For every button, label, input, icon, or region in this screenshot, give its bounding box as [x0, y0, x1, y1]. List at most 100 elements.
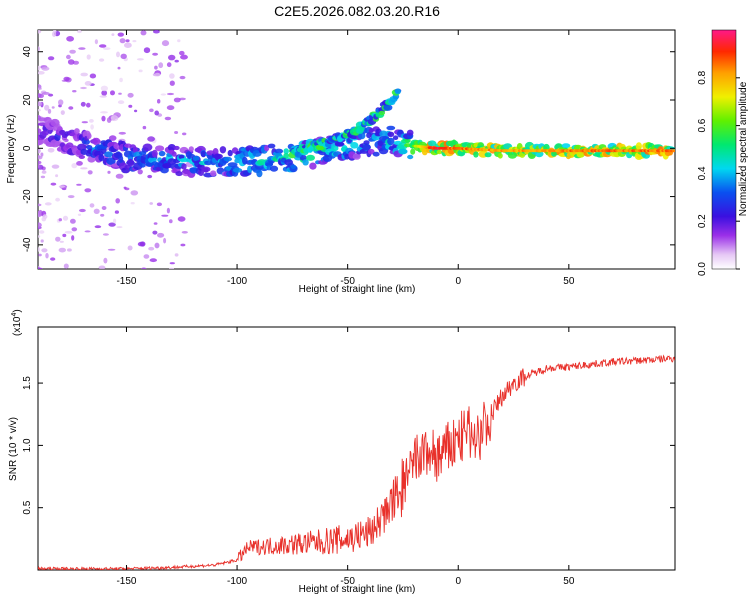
spectrogram-speckle	[87, 170, 93, 175]
spectrogram-ridge-cell	[155, 145, 165, 152]
spectrogram-speckle	[52, 31, 57, 37]
spectrogram-ridge-cell	[387, 131, 395, 137]
spectrogram-speckle	[60, 110, 65, 115]
spectrogram-speckle	[99, 95, 107, 98]
spectrogram-ridge-cell	[386, 125, 396, 131]
spectrogram-speckle	[142, 125, 147, 130]
spectrogram-marks	[38, 30, 675, 269]
spectrogram-speckle	[38, 87, 42, 90]
spectrogram-speckle	[147, 174, 153, 179]
spectrogram-ridge-cell	[142, 143, 153, 152]
spectrogram-speckle	[89, 119, 94, 123]
spectrogram-speckle	[71, 227, 78, 232]
spectrogram-ridge-cell	[137, 169, 143, 175]
spectrogram-speckle	[143, 47, 151, 54]
spectrogram-speckle	[140, 30, 147, 36]
snr-ylabel: SNR (10 * v/v)	[8, 417, 19, 481]
spectrogram-speckle	[62, 215, 69, 221]
snr-xlabel: Height of straight line (km)	[299, 584, 416, 595]
colorbar-tick-label: 0.8	[697, 70, 708, 84]
spectrogram-ridge-cell	[334, 142, 345, 147]
snr-multiplier-base: (x10	[12, 316, 23, 336]
spectrogram-speckle	[169, 219, 173, 224]
spectrogram-speckle	[157, 232, 165, 238]
snr-xtick-label: 50	[563, 576, 575, 587]
spectrogram-speckle	[166, 92, 175, 96]
spectrogram-speckle	[47, 56, 55, 61]
spectrogram-speckle	[38, 155, 43, 160]
spectrogram-speckle	[51, 106, 55, 109]
spectrogram-speckle	[86, 54, 91, 60]
spectrogram-speckle	[118, 92, 122, 95]
spectrogram-ridge-core	[671, 149, 675, 153]
spectrogram-speckle	[38, 30, 42, 34]
spectrogram-speckle	[71, 235, 75, 241]
spectrogram-speckle	[113, 218, 117, 224]
spectrogram-ylabel: Frequency (Hz)	[6, 115, 17, 184]
spectrogram-ridge-cell	[274, 148, 284, 154]
spectrogram-speckle	[147, 136, 156, 142]
spectrogram-speckle	[44, 104, 50, 111]
spectrogram-speckle	[125, 39, 130, 43]
spectrogram-speckle	[80, 167, 88, 170]
spectrogram-speckle	[153, 30, 160, 34]
spectrogram-speckle	[64, 230, 73, 234]
spectrogram-speckle	[38, 46, 40, 52]
spectrogram-speckle	[58, 247, 66, 253]
spectrogram-speckle	[174, 59, 179, 63]
spectrogram-ridge-cell	[74, 128, 80, 135]
spectrogram-speckle	[47, 148, 55, 153]
spectrogram-ridge-cell	[212, 148, 219, 156]
spectrogram-speckle	[111, 33, 115, 36]
spectrogram-speckle	[149, 202, 153, 205]
spectrogram-ridge-cell	[398, 148, 408, 155]
spectrogram-speckle	[38, 211, 42, 217]
spectrogram-ridge-cell	[104, 151, 114, 158]
spectrogram-speckle	[62, 233, 67, 238]
spectrogram-speckle	[67, 195, 75, 199]
spectrogram-ridge-cell	[306, 154, 315, 161]
spectrogram-speckle	[39, 230, 45, 234]
spectrogram-ridge-cell	[283, 148, 289, 155]
spectrogram-speckle	[80, 101, 86, 107]
spectrogram-ridge-cell	[379, 130, 388, 138]
spectrogram-speckle	[169, 262, 175, 265]
spectrogram-speckle	[98, 265, 106, 269]
spectrogram-speckle	[79, 208, 86, 213]
spectrogram-xtick-label: -150	[116, 276, 136, 287]
spectrogram-speckle	[119, 38, 126, 44]
spectrogram-speckle	[154, 110, 159, 116]
spectrogram-speckle	[127, 92, 134, 98]
spectrogram-speckle	[138, 69, 143, 73]
spectrogram-speckle	[41, 91, 50, 95]
spectrogram-speckle	[55, 174, 59, 178]
spectrogram-ridge-cell	[368, 148, 375, 155]
spectrogram-ridge-cell	[57, 126, 63, 131]
spectrogram-speckle	[103, 257, 108, 264]
spectrogram-speckle	[153, 222, 158, 225]
spectrogram-speckle	[100, 111, 108, 114]
spectrogram-speckle	[110, 90, 115, 96]
figure-title: C2E5.2026.082.03.20.R16	[274, 3, 440, 19]
spectrogram-ridge-cell	[392, 135, 399, 140]
spectrogram-speckle	[127, 245, 133, 251]
spectrogram-speckle	[81, 121, 89, 124]
spectrogram-speckle	[166, 62, 172, 68]
spectrogram-speckle	[168, 54, 176, 61]
spectrogram-ridge-cell	[200, 150, 207, 158]
spectrogram-speckle	[177, 216, 186, 222]
spectrogram-ridge-cell	[232, 167, 243, 173]
spectrogram-speckle	[136, 58, 144, 61]
spectrogram-speckle	[123, 186, 127, 189]
spectrogram-speckle	[120, 53, 127, 59]
spectrogram-ridge-cell	[132, 146, 138, 154]
spectrogram-ridge-cell	[171, 151, 177, 157]
spectrogram-speckle	[108, 135, 117, 141]
spectrogram-speckle	[41, 248, 48, 253]
spectrogram-speckle	[139, 241, 146, 247]
spectrogram-speckle	[114, 210, 119, 214]
spectrogram-speckle	[89, 203, 95, 208]
spectrogram-speckle	[86, 102, 91, 108]
spectrogram-speckle	[152, 230, 158, 235]
spectrogram-speckle	[84, 188, 92, 193]
